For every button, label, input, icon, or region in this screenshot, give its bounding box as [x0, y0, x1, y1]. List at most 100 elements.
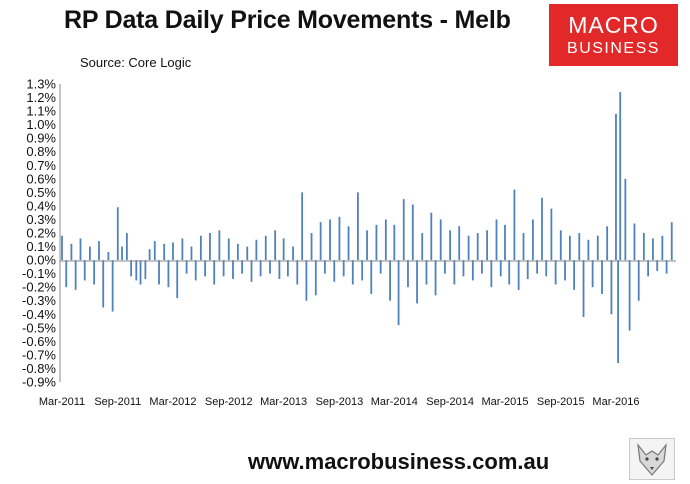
- bar: [601, 260, 603, 294]
- bar: [333, 260, 336, 282]
- x-tick-label: Mar-2013: [260, 396, 307, 408]
- bar: [61, 235, 63, 261]
- bar: [444, 260, 446, 274]
- y-tick-label: 0.8%: [26, 144, 56, 159]
- bar: [665, 260, 668, 274]
- bar: [647, 260, 650, 277]
- y-tick-label: 0.5%: [26, 185, 56, 200]
- bar: [167, 260, 170, 288]
- y-tick-label: 1.2%: [26, 90, 56, 105]
- bar: [366, 230, 368, 261]
- bar: [582, 260, 585, 317]
- bar: [430, 212, 433, 261]
- fox-icon: [629, 438, 675, 480]
- bar: [209, 233, 211, 261]
- bar: [379, 260, 382, 274]
- bar: [439, 219, 442, 261]
- bar: [88, 246, 91, 261]
- y-tick-label: 0.4%: [26, 198, 56, 213]
- bar: [70, 243, 73, 261]
- bar: [125, 233, 128, 261]
- bar: [402, 199, 405, 261]
- bar: [637, 260, 640, 301]
- bar: [610, 260, 613, 315]
- bar: [296, 260, 299, 285]
- bar: [526, 260, 529, 280]
- bar: [591, 260, 594, 288]
- website-url[interactable]: www.macrobusiness.com.au: [248, 449, 550, 474]
- bar: [98, 241, 100, 261]
- bar: [323, 260, 326, 274]
- bar: [246, 246, 249, 261]
- y-tick-label: 0.1%: [26, 239, 56, 254]
- bar: [74, 260, 77, 290]
- y-tick-label: 0.6%: [26, 171, 56, 186]
- bar: [139, 260, 142, 285]
- bar: [421, 233, 424, 261]
- bar: [163, 243, 166, 261]
- bar: [319, 222, 322, 261]
- bar: [357, 192, 359, 261]
- bar: [292, 246, 294, 261]
- bar: [407, 260, 409, 288]
- x-tick-label: Mar-2015: [481, 396, 528, 408]
- y-tick-label: 0.0%: [26, 253, 56, 268]
- bar: [181, 238, 184, 261]
- bar: [411, 204, 414, 261]
- bar: [522, 233, 525, 261]
- bar: [490, 260, 493, 288]
- y-tick-label: -0.7%: [22, 347, 56, 362]
- bar: [375, 224, 378, 261]
- bar: [301, 192, 304, 261]
- bar: [227, 238, 230, 261]
- x-axis-labels: Mar-2011 Sep-2011 Mar-2012 Sep-2012 Mar-2013…: [39, 396, 640, 408]
- bar: [148, 249, 151, 261]
- bar: [144, 260, 147, 280]
- bar: [274, 230, 277, 261]
- y-tick-label: -0.4%: [22, 307, 56, 322]
- y-tick-label: -0.6%: [22, 334, 56, 349]
- bar: [199, 235, 202, 261]
- bar: [467, 235, 470, 261]
- bar: [434, 260, 437, 296]
- bar: [218, 230, 221, 261]
- logo-line-2: BUSINESS: [567, 40, 660, 57]
- bar: [194, 260, 197, 281]
- bar: [259, 260, 262, 277]
- y-tick-label: 1.0%: [26, 117, 56, 132]
- bar: [578, 233, 581, 261]
- bar: [116, 207, 119, 261]
- y-tick-label: 1.3%: [26, 77, 56, 92]
- bar: [397, 260, 400, 326]
- price-movement-chart: 1.3%1.2%1.1%1.0%0.9%0.8%0.7%0.6%0.5%0.4%…: [22, 77, 676, 408]
- bar: [617, 260, 619, 364]
- bar: [351, 260, 354, 285]
- bar: [393, 224, 396, 261]
- bar: [513, 189, 516, 261]
- bar: [370, 260, 373, 294]
- macro-business-logo[interactable]: MACRO BUSINESS: [549, 4, 678, 66]
- bar: [606, 226, 609, 261]
- bar: [416, 260, 418, 304]
- bar: [135, 260, 138, 281]
- x-tick-label: Mar-2016: [592, 396, 639, 408]
- x-tick-label: Mar-2011: [39, 396, 85, 408]
- bar: [545, 260, 548, 277]
- bar: [499, 260, 502, 277]
- bar: [624, 178, 627, 261]
- bar: [107, 251, 110, 261]
- bar: [361, 260, 364, 281]
- bar: [554, 260, 557, 285]
- bar: [255, 239, 258, 261]
- bar: [495, 219, 498, 261]
- bar: [236, 243, 239, 261]
- y-tick-label: 0.3%: [26, 212, 56, 227]
- bar: [269, 260, 271, 274]
- bar: [587, 239, 590, 261]
- bar: [102, 260, 105, 308]
- logo-line-1: MACRO: [568, 12, 659, 38]
- y-tick-label: 0.9%: [26, 131, 56, 146]
- bar: [204, 260, 207, 277]
- bar: [121, 246, 123, 261]
- bar: [462, 260, 465, 277]
